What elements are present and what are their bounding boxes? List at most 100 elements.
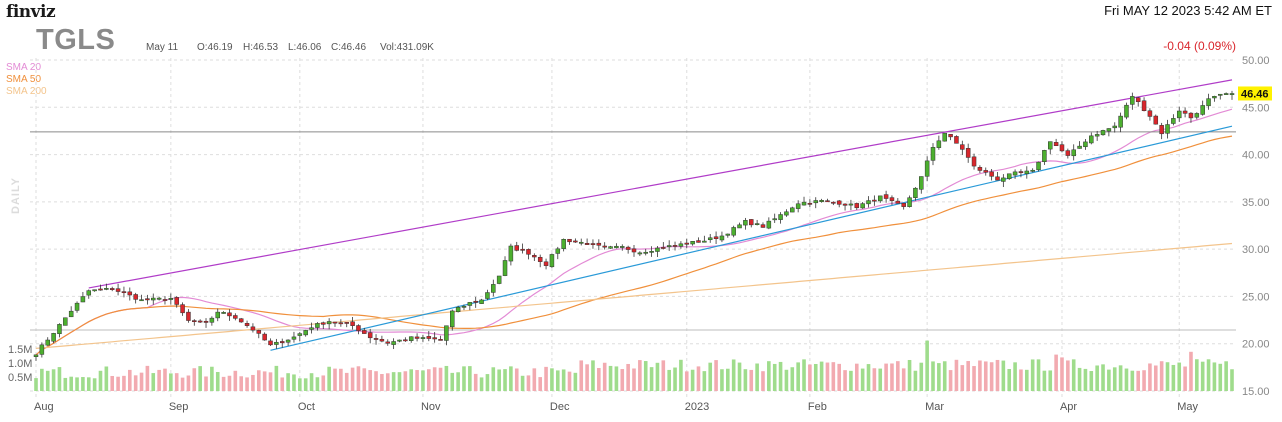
candle-body xyxy=(455,307,461,312)
volume-bar xyxy=(133,375,138,391)
volume-bar xyxy=(1071,359,1076,391)
candle-body xyxy=(285,339,291,343)
volume-bar xyxy=(450,372,455,391)
volume-bar xyxy=(591,360,595,391)
sma50-line xyxy=(35,135,1233,356)
volume-bar xyxy=(427,369,431,391)
candle-body xyxy=(784,211,789,216)
candle-body xyxy=(221,312,226,314)
price-change: -0.04 (0.09%) xyxy=(1163,39,1236,53)
volume-bar xyxy=(40,368,44,391)
candle-body xyxy=(719,235,725,241)
volume-bar xyxy=(309,373,314,391)
volume-bar xyxy=(755,363,759,391)
candle-body xyxy=(754,223,760,225)
candle-body xyxy=(584,243,590,245)
candle-body xyxy=(57,324,62,335)
volume-bar xyxy=(720,369,724,391)
x-tick-label: Mar xyxy=(925,401,944,413)
upper-trendline xyxy=(88,79,1233,289)
candle-body xyxy=(426,336,432,339)
volume-bar xyxy=(643,361,648,391)
candle-body xyxy=(1212,96,1217,99)
volume-bar xyxy=(942,361,947,391)
volume-bar xyxy=(391,372,396,391)
volume-bar xyxy=(896,361,900,391)
candle-body xyxy=(1030,169,1035,172)
volume-bar xyxy=(157,369,161,391)
candle-body xyxy=(274,341,279,345)
candle-body xyxy=(133,294,138,300)
volume-bar xyxy=(614,366,619,391)
candle-body xyxy=(461,305,467,308)
volume-bar xyxy=(327,366,331,391)
volume-bar xyxy=(456,372,460,391)
volume-value: Vol:431.09K xyxy=(380,42,434,53)
volume-bar xyxy=(432,367,437,391)
candle-body xyxy=(543,261,549,266)
candle-body xyxy=(819,199,824,202)
candle-body xyxy=(520,248,525,251)
volume-bar xyxy=(884,363,888,391)
candle-body xyxy=(139,299,144,302)
candle-body xyxy=(238,318,244,323)
candle-body xyxy=(403,339,408,342)
volume-bar xyxy=(966,361,970,391)
volume-bar xyxy=(57,367,62,391)
candle-body xyxy=(590,243,596,245)
candle-body xyxy=(1130,96,1135,105)
candle-body xyxy=(1065,150,1071,156)
candle-body xyxy=(702,240,707,243)
candle-body xyxy=(1218,93,1223,96)
candle-body xyxy=(866,200,871,205)
candle-body xyxy=(291,336,297,340)
volume-bar xyxy=(509,366,513,391)
candle-body xyxy=(942,132,947,142)
volume-bar xyxy=(655,362,660,391)
volume-bar xyxy=(286,373,290,391)
volume-bar xyxy=(362,368,367,391)
candle-body xyxy=(1124,104,1129,118)
y-tick-label: 20.00 xyxy=(1242,339,1270,351)
candle-body xyxy=(473,300,478,303)
candle-body xyxy=(807,202,813,205)
volume-bar xyxy=(479,377,484,391)
volume-bar xyxy=(555,370,560,391)
candle-body xyxy=(649,251,654,253)
candle-body xyxy=(1083,141,1088,148)
volume-bar xyxy=(350,367,355,391)
volume-bar xyxy=(579,360,584,391)
candle-body xyxy=(145,298,150,301)
candle-body xyxy=(514,245,519,251)
x-tick-label: Aug xyxy=(34,401,54,413)
volume-bar xyxy=(661,360,666,391)
candle-body xyxy=(672,245,678,247)
candle-body xyxy=(713,236,719,239)
open-value: O:46.19 xyxy=(197,42,233,53)
candle-body xyxy=(74,302,80,311)
volume-bar xyxy=(1101,364,1105,391)
candle-body xyxy=(954,136,959,144)
volume-bar xyxy=(1189,351,1193,391)
volume-bar xyxy=(315,377,320,391)
volume-bar xyxy=(1007,369,1012,391)
y-tick-label: 30.00 xyxy=(1242,244,1270,256)
candle-body xyxy=(362,330,367,334)
volume-bar xyxy=(415,370,419,391)
volume-bar xyxy=(139,372,144,391)
candle-body xyxy=(1094,134,1100,137)
candle-body xyxy=(913,187,918,198)
volume-bar xyxy=(931,361,935,391)
volume-bar xyxy=(638,360,642,391)
volume-bar xyxy=(215,371,220,391)
candle-body xyxy=(831,201,836,204)
volume-bar xyxy=(1066,360,1070,391)
volume-bar xyxy=(1077,367,1082,391)
volume-bar xyxy=(485,374,490,391)
finviz-logo[interactable]: finviz xyxy=(6,2,56,22)
volume-bar xyxy=(1195,359,1199,391)
sma50-legend: SMA 50 xyxy=(6,74,42,85)
candle-body xyxy=(848,203,854,206)
volume-bar xyxy=(380,374,384,391)
